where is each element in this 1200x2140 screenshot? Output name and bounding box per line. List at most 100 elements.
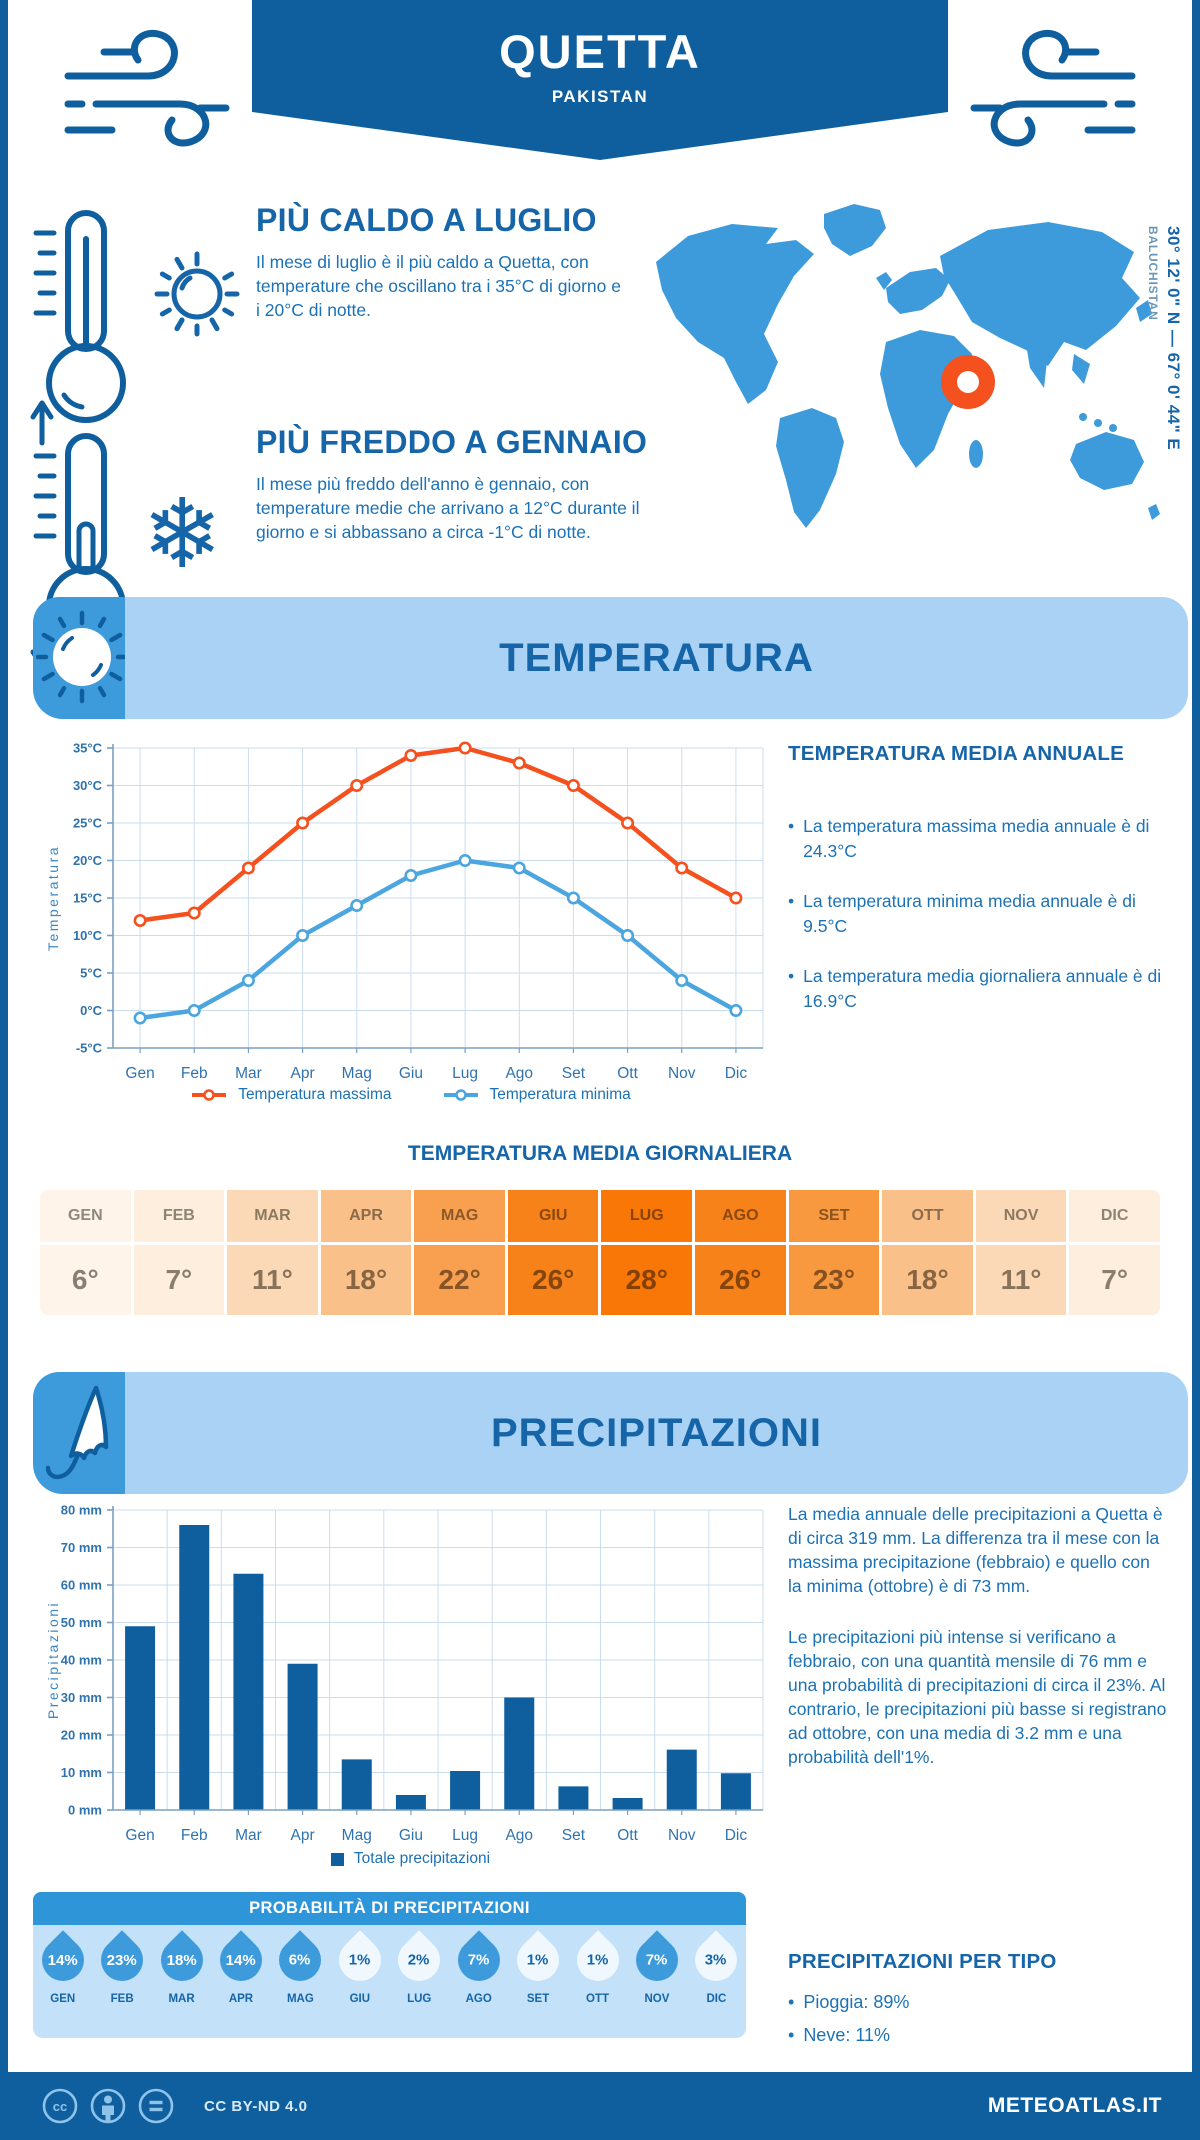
daily-temp-column: MAG 22°	[414, 1190, 505, 1315]
data-point	[133, 1011, 147, 1025]
daily-temp-column: FEB 7°	[133, 1190, 225, 1315]
droplet-icon: 3%	[686, 1930, 747, 1990]
data-point	[133, 914, 147, 928]
page-border-left	[0, 0, 8, 2140]
bar	[450, 1771, 481, 1810]
temperature-value: 7°	[165, 1264, 193, 1295]
probability-value: 7%	[646, 1951, 668, 1969]
legend-label: Totale precipitazioni	[353, 1850, 491, 1867]
probability-droplet-slot: 2% LUG	[389, 1925, 449, 2038]
legend-line-sample	[443, 1089, 478, 1101]
temperature-value-cell: 23°	[788, 1245, 880, 1315]
month-cell: OTT	[882, 1190, 973, 1242]
svg-text:Dic: Dic	[725, 1827, 748, 1844]
bullet-text: Neve: 11%	[803, 2025, 891, 2046]
probability-droplet-slot: 1% SET	[508, 1925, 568, 2038]
probability-value: 1%	[348, 1951, 371, 1969]
probability-value: 3%	[705, 1951, 728, 1969]
annual-bullet: • La temperatura media giornaliera annual…	[788, 964, 1172, 1013]
svg-text:Lug: Lug	[452, 1065, 478, 1082]
month-label: SET	[818, 1207, 850, 1224]
svg-text:15°C: 15°C	[73, 891, 103, 906]
droplet-month-label: GIU	[349, 1993, 371, 2005]
svg-text:Gen: Gen	[125, 1065, 154, 1082]
bullet-text: La temperatura minima media annuale è di…	[803, 891, 1136, 936]
svg-text:Feb: Feb	[181, 1065, 208, 1082]
probability-droplet-slot: 23% FEB	[92, 1925, 152, 2038]
svg-text:Lug: Lug	[452, 1827, 478, 1844]
probability-value: 6%	[289, 1951, 312, 1969]
month-cell: APR	[320, 1190, 412, 1242]
droplet-icon: 14%	[211, 1930, 271, 1990]
month-cell: LUG	[601, 1190, 693, 1242]
license-label: CC BY-ND 4.0	[204, 2097, 308, 2115]
bar	[125, 1626, 156, 1810]
sun-banner-icon	[36, 610, 129, 704]
temperature-banner-label: TEMPERATURA	[499, 636, 814, 680]
annual-bullet: • La temperatura minima media annuale è d…	[788, 889, 1172, 938]
month-cell: DIC	[1069, 1190, 1160, 1242]
data-point	[621, 816, 635, 830]
temperature-value-cell: 7°	[133, 1245, 225, 1315]
temperature-value-cell: 26°	[507, 1245, 599, 1315]
temperature-value-cell: 18°	[882, 1245, 973, 1315]
city-title: QUETTA	[499, 25, 701, 78]
month-label: GEN	[67, 1207, 103, 1224]
droplet-icon: 6%	[270, 1930, 331, 1990]
legend-item: Temperatura massima	[190, 1086, 392, 1104]
svg-text:Mar: Mar	[235, 1065, 262, 1082]
data-point	[566, 778, 580, 792]
bullet-text: La temperatura massima media annuale è d…	[803, 816, 1150, 861]
svg-text:60 mm: 60 mm	[61, 1578, 102, 1593]
cold-section-title: PIÙ FREDDO A GENNAIO	[256, 424, 648, 460]
precipitation-bar-chart: 0 mm 10 mm 20 mm 30 mm 40 mm 50 mm 60 mm 70 mm 8…	[45, 1503, 764, 1844]
legend-line-sample	[192, 1089, 227, 1101]
temperature-value-cell: 6°	[40, 1245, 131, 1315]
hot-section-title: PIÙ CALDO A LUGLIO	[256, 202, 597, 238]
thermometer-hot-icon	[30, 210, 126, 446]
month-cell: AGO	[695, 1190, 786, 1242]
droplet-month-label: DIC	[706, 1993, 727, 2005]
month-label: MAG	[440, 1207, 479, 1224]
daily-temp-column: APR 18°	[320, 1190, 412, 1315]
daily-temp-column: SET 23°	[788, 1190, 880, 1315]
svg-text:Mag: Mag	[342, 1827, 372, 1844]
snowflake-icon: ❄	[142, 478, 223, 590]
temperature-line-chart: -5°C 0°C 5°C 10°C 15°C 20°C 25°C 30°C 35°C Gen Feb…	[45, 741, 764, 1082]
umbrella-icon	[45, 1385, 109, 1480]
droplet-month-label: APR	[228, 1993, 254, 2005]
legend-item: Temperatura minima	[442, 1086, 631, 1104]
svg-text:20 mm: 20 mm	[61, 1728, 102, 1743]
data-point	[296, 816, 310, 830]
data-point	[187, 906, 201, 920]
data-point	[187, 1003, 201, 1017]
svg-text:25°C: 25°C	[73, 816, 103, 831]
droplet-month-label: OTT	[586, 1993, 609, 2005]
svg-text:Ago: Ago	[505, 1065, 533, 1082]
annual-temperature-block: TEMPERATURA MEDIA ANNUALE • La temperatur…	[788, 742, 1172, 1039]
data-point	[512, 861, 526, 875]
probability-value: 23%	[107, 1951, 138, 1969]
svg-text:0°C: 0°C	[80, 1003, 102, 1018]
by-type-item: • Neve: 11%	[788, 2023, 1168, 2048]
bar	[287, 1663, 318, 1810]
data-point	[404, 749, 418, 762]
month-cell: GIU	[507, 1190, 599, 1242]
temperature-value: 6°	[71, 1264, 99, 1295]
license-group: cc CC BY-ND 4.0	[38, 2084, 308, 2128]
svg-text:20°C: 20°C	[73, 853, 103, 868]
temperature-value: 26°	[532, 1264, 575, 1295]
droplet-icon: 1%	[330, 1930, 390, 1990]
temperature-value: 22°	[438, 1264, 481, 1295]
data-point	[621, 929, 635, 943]
month-label: AGO	[722, 1207, 759, 1224]
month-cell: MAG	[414, 1190, 505, 1242]
temperature-value-cell: 11°	[227, 1245, 318, 1315]
droplet-icon: 18%	[151, 1930, 212, 1990]
data-point	[296, 929, 310, 943]
svg-text:80 mm: 80 mm	[61, 1503, 102, 1518]
bar	[233, 1573, 264, 1810]
svg-text:Precipitazioni: Precipitazioni	[45, 1601, 61, 1719]
svg-text:Giu: Giu	[399, 1827, 423, 1844]
region-text: BALUCHISTAN	[1146, 226, 1160, 321]
